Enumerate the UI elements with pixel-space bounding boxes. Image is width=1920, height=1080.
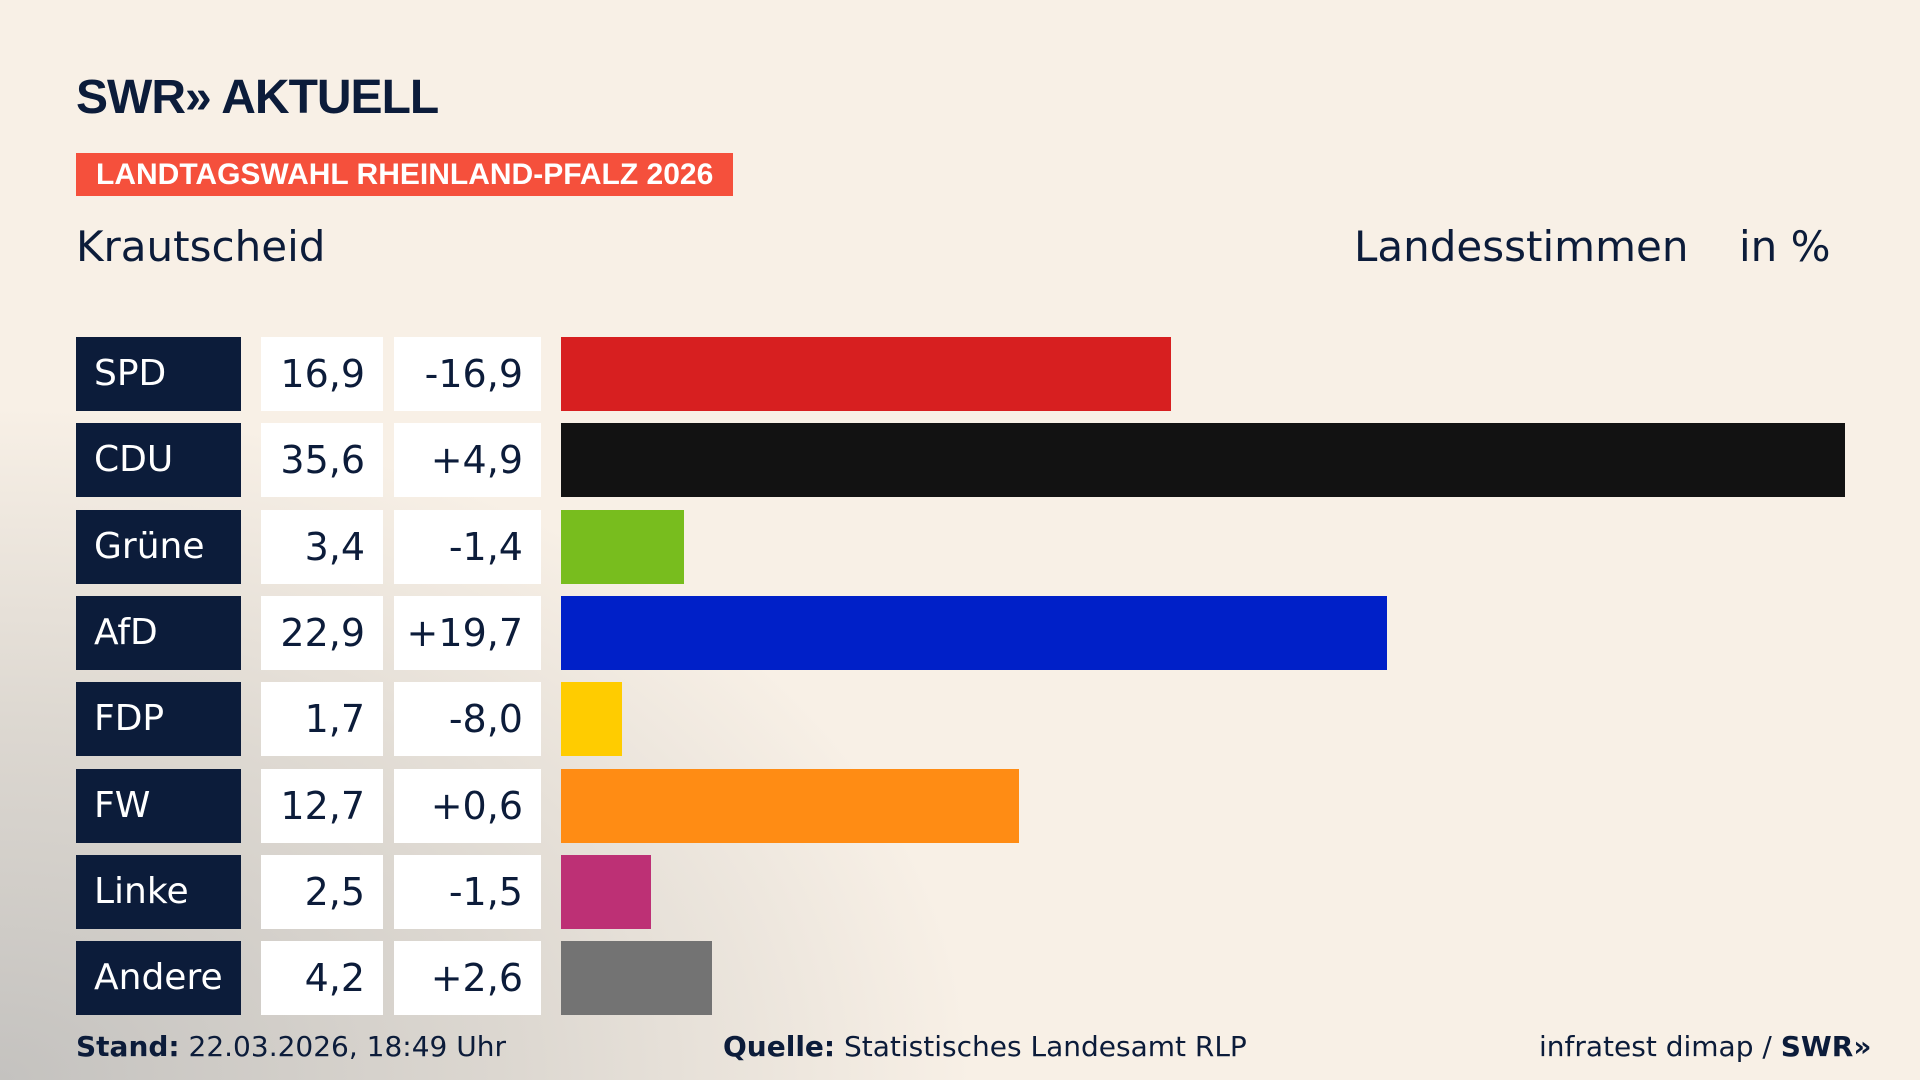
location-title: Krautscheid <box>76 222 326 271</box>
stand-value: 22.03.2026, 18:49 Uhr <box>188 1030 506 1063</box>
timestamp: Stand: 22.03.2026, 18:49 Uhr <box>76 1030 506 1063</box>
vote-change: +0,6 <box>394 768 541 843</box>
bar-spd <box>561 337 1171 411</box>
party-label: FDP <box>76 682 241 757</box>
vote-type-label: Landesstimmen <box>1354 222 1689 271</box>
party-label: Grüne <box>76 509 241 584</box>
bar-fw <box>561 768 1020 843</box>
vote-change: -1,4 <box>394 509 541 584</box>
vote-change: +4,9 <box>394 423 541 498</box>
vote-share: 2,5 <box>261 854 383 929</box>
party-label: Linke <box>76 854 241 929</box>
bar-fdp <box>561 682 623 757</box>
vote-change: -1,5 <box>394 854 541 929</box>
party-label: AfD <box>76 595 241 670</box>
election-banner: LANDTAGSWAHL RHEINLAND-PFALZ 2026 <box>76 153 734 196</box>
source-label: Quelle: <box>723 1030 836 1063</box>
credit: infratest dimap / SWR» <box>1539 1030 1871 1063</box>
bar-andere <box>561 941 713 1016</box>
vote-share: 35,6 <box>261 423 383 498</box>
vote-share: 4,2 <box>261 941 383 1016</box>
vote-change: -8,0 <box>394 682 541 757</box>
credit-text: infratest dimap / <box>1539 1030 1781 1063</box>
party-label: Andere <box>76 941 241 1016</box>
party-label: SPD <box>76 337 241 411</box>
vote-change: +2,6 <box>394 941 541 1016</box>
swr-logo: SWR» <box>1780 1030 1872 1063</box>
bar-afd <box>561 595 1387 670</box>
vote-share: 12,7 <box>261 768 383 843</box>
party-label: FW <box>76 768 241 843</box>
party-label: CDU <box>76 423 241 498</box>
vote-share: 16,9 <box>261 337 383 411</box>
source-value: Statistisches Landesamt RLP <box>844 1030 1247 1063</box>
unit-label: in % <box>1739 222 1831 271</box>
source: Quelle: Statistisches Landesamt RLP <box>723 1030 1247 1063</box>
swr-aktuell-logo: SWR» AKTUELL <box>76 71 439 124</box>
bar-linke <box>561 854 652 929</box>
bar-cdu <box>561 423 1845 498</box>
bar-grüne <box>561 509 684 584</box>
vote-change: -16,9 <box>394 337 541 411</box>
vote-share: 22,9 <box>261 595 383 670</box>
stand-label: Stand: <box>76 1030 180 1063</box>
vote-change: +19,7 <box>394 595 541 670</box>
vote-share: 1,7 <box>261 682 383 757</box>
vote-share: 3,4 <box>261 509 383 584</box>
